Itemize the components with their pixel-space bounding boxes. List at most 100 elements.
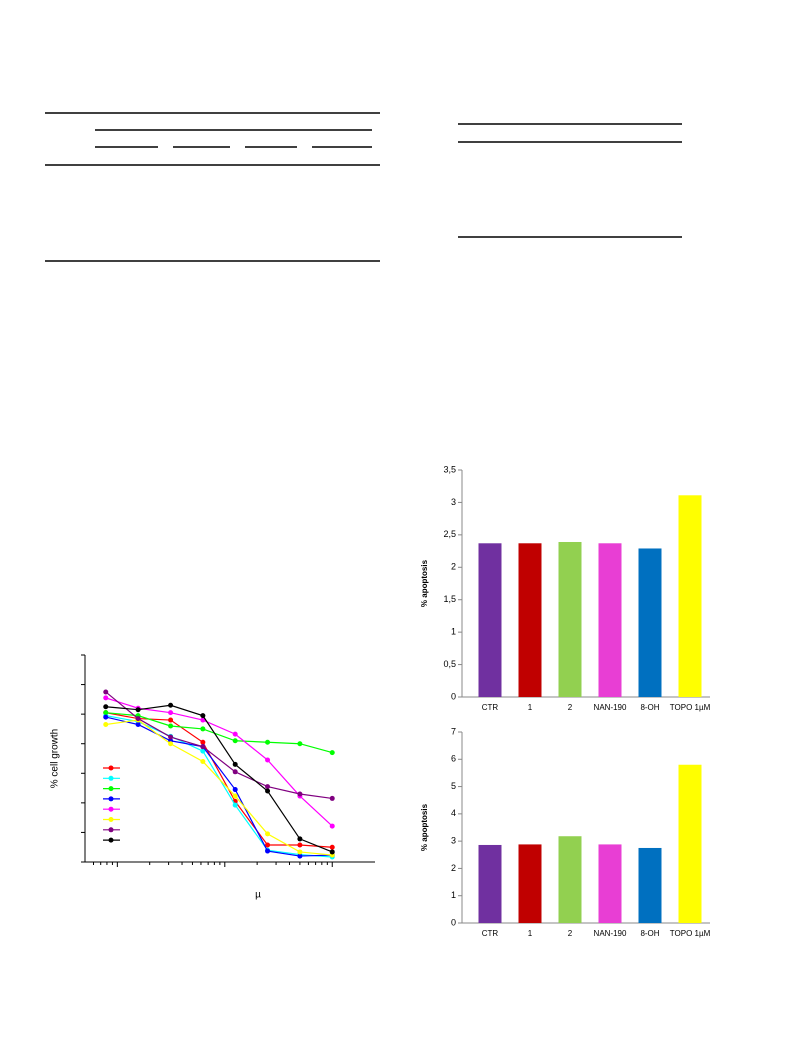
bar — [518, 844, 542, 923]
y-tick-label: 3 — [451, 836, 456, 846]
x-tick-label: CTR — [482, 703, 499, 712]
y-tick-label: 6 — [451, 754, 456, 764]
data-point — [297, 791, 303, 797]
x-tick-label: 2 — [568, 703, 573, 712]
bar — [558, 541, 582, 697]
data-point — [329, 849, 335, 855]
bar — [598, 543, 622, 697]
data-point — [200, 739, 206, 745]
y-axis-label: % apoptosis — [420, 559, 429, 607]
x-tick-label: 8-OH — [640, 929, 659, 938]
y-tick-label: 0,5 — [443, 659, 456, 669]
y-tick-label: 2 — [451, 562, 456, 572]
data-point — [103, 689, 109, 695]
legend-marker — [108, 765, 114, 771]
data-point — [329, 795, 335, 801]
data-point — [329, 844, 335, 850]
data-point — [200, 726, 206, 732]
y-tick-label: 1 — [451, 890, 456, 900]
y-tick-label: 2,5 — [443, 529, 456, 539]
y-tick-label: 0 — [451, 917, 456, 927]
x-tick-label: NAN-190 — [594, 703, 627, 712]
y-tick-label: 3 — [451, 497, 456, 507]
legend-marker — [108, 827, 114, 833]
bar — [558, 836, 582, 923]
data-point — [265, 757, 271, 763]
series-line — [105, 716, 333, 857]
x-tick-label: NAN-190 — [594, 929, 627, 938]
y-tick-label: 2 — [451, 863, 456, 873]
legend-marker — [108, 837, 114, 843]
y-tick-label: 0 — [451, 691, 456, 701]
series-line — [105, 712, 333, 754]
data-point — [265, 831, 271, 837]
data-point — [168, 710, 174, 716]
data-point — [265, 784, 271, 790]
bar — [678, 495, 702, 697]
bar — [678, 764, 702, 923]
data-point — [168, 702, 174, 708]
data-point — [200, 713, 206, 719]
data-point — [103, 695, 109, 701]
data-point — [329, 750, 335, 756]
y-axis-label: % apoptosis — [420, 803, 429, 851]
y-tick-label: 4 — [451, 808, 456, 818]
y-tick-label: 3,5 — [443, 464, 456, 474]
y-axis-label: % cell growth — [50, 729, 61, 788]
data-point — [232, 731, 238, 737]
data-point — [103, 710, 109, 716]
data-point — [103, 721, 109, 727]
bar — [518, 543, 542, 697]
data-point — [329, 823, 335, 829]
data-point — [168, 741, 174, 747]
x-axis-label: µ — [255, 890, 261, 901]
data-point — [232, 793, 238, 799]
data-point — [200, 748, 206, 754]
data-point — [232, 802, 238, 808]
data-point — [200, 744, 206, 750]
data-point — [297, 842, 303, 848]
legend-marker — [108, 817, 114, 822]
data-point — [232, 787, 238, 793]
data-point — [265, 788, 271, 794]
x-tick-label: TOPO 1µM — [670, 929, 711, 938]
data-point — [232, 761, 238, 767]
bar — [638, 847, 662, 923]
data-point — [200, 717, 206, 723]
bar — [478, 543, 502, 697]
data-point — [168, 734, 174, 740]
data-point — [232, 738, 238, 744]
data-point — [135, 707, 141, 713]
y-tick-label: 1 — [451, 627, 456, 637]
data-point — [297, 741, 303, 747]
data-point — [297, 853, 303, 859]
series-line — [105, 712, 333, 848]
legend-marker — [108, 775, 114, 781]
legend-marker — [108, 806, 114, 812]
data-point — [168, 717, 174, 723]
data-point — [168, 723, 174, 729]
data-point — [135, 716, 141, 722]
data-point — [297, 836, 303, 842]
data-point — [265, 848, 271, 854]
series-line — [105, 719, 333, 856]
series-line — [105, 704, 333, 853]
data-point — [265, 739, 271, 745]
data-point — [200, 758, 206, 764]
data-point — [103, 704, 109, 710]
data-point — [103, 714, 109, 720]
data-point — [135, 721, 141, 727]
x-tick-label: CTR — [482, 929, 499, 938]
table-right — [458, 123, 682, 238]
data-point — [297, 849, 303, 855]
legend-marker — [108, 786, 114, 792]
bar — [638, 548, 662, 697]
data-point — [232, 769, 238, 775]
y-tick-label: 5 — [451, 781, 456, 791]
x-tick-label: 1 — [528, 929, 533, 938]
x-tick-label: 2 — [568, 929, 573, 938]
y-tick-label: 1,5 — [443, 594, 456, 604]
data-point — [265, 842, 271, 848]
